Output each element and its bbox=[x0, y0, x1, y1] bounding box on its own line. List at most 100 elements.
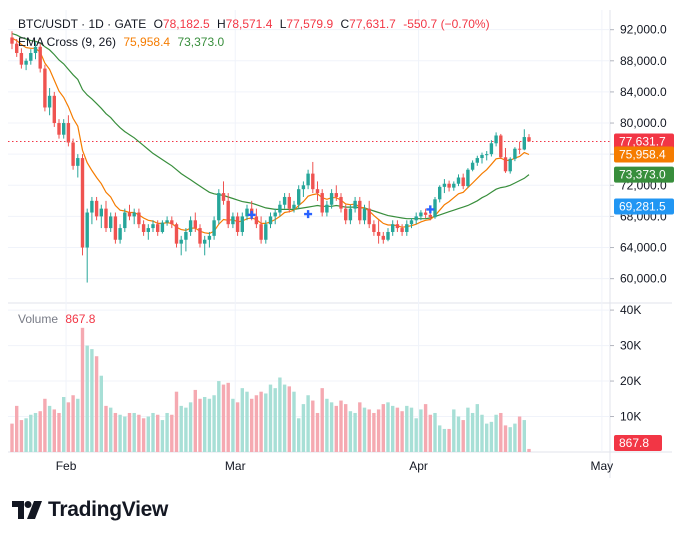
symbol-label: BTC/USDT · 1D · GATE bbox=[18, 17, 147, 31]
volume-bar bbox=[170, 414, 174, 452]
volume-legend[interactable]: Volume 867.8 bbox=[18, 312, 99, 326]
volume-bar bbox=[508, 427, 512, 452]
candle-body bbox=[273, 212, 277, 217]
candle-body bbox=[409, 220, 414, 225]
candle-body bbox=[156, 224, 160, 232]
volume-bar bbox=[10, 423, 14, 452]
candle-body bbox=[94, 200, 99, 217]
volume-bar bbox=[433, 412, 437, 452]
volume-tick-label: 40K bbox=[620, 303, 641, 317]
candle-body bbox=[259, 224, 263, 240]
volume-bar bbox=[381, 404, 385, 452]
date-tick-label: May bbox=[591, 459, 614, 473]
symbol-legend[interactable]: BTC/USDT · 1D · GATE O78,182.5 H78,571.4… bbox=[18, 17, 498, 31]
volume-bar bbox=[113, 412, 118, 452]
candle-body bbox=[71, 142, 75, 166]
volume-bar bbox=[29, 414, 33, 452]
volume-bar bbox=[94, 356, 99, 452]
volume-bar bbox=[376, 409, 381, 452]
candle-body bbox=[386, 231, 390, 240]
volume-bar bbox=[400, 411, 404, 452]
volume-bar bbox=[118, 414, 122, 452]
volume-bar bbox=[57, 412, 61, 452]
volume-bar bbox=[15, 405, 19, 452]
volume-bar bbox=[104, 405, 108, 452]
candle-body bbox=[231, 216, 235, 225]
candle-body bbox=[362, 208, 367, 221]
volume-bar bbox=[165, 412, 169, 452]
candle-body bbox=[57, 123, 61, 135]
price-label-box bbox=[614, 133, 674, 150]
volume-bar bbox=[292, 391, 296, 452]
volume-bar bbox=[160, 420, 165, 452]
candle-body bbox=[245, 208, 249, 217]
candle-body bbox=[311, 173, 315, 190]
candle-body bbox=[66, 123, 71, 143]
candle-body bbox=[203, 239, 207, 244]
volume-bar bbox=[353, 412, 357, 452]
candle-body bbox=[184, 231, 188, 240]
candle-body bbox=[137, 212, 141, 225]
candle-body bbox=[287, 196, 291, 209]
candle-body bbox=[329, 193, 334, 205]
volume-bar bbox=[475, 404, 479, 452]
candle-body bbox=[372, 224, 376, 232]
candle-body bbox=[198, 228, 202, 244]
volume-bar bbox=[447, 428, 451, 452]
candle-body bbox=[268, 216, 273, 225]
volume-bar bbox=[235, 402, 240, 452]
volume-label: Volume bbox=[18, 312, 59, 326]
candle-body bbox=[433, 199, 437, 218]
candle-body bbox=[522, 137, 526, 150]
candle-body bbox=[19, 53, 24, 65]
volume-bar bbox=[184, 407, 188, 452]
ema-legend[interactable]: EMA Cross (9, 26) 75,958.4 73,373.0 bbox=[18, 35, 228, 49]
candle-body bbox=[381, 235, 385, 240]
candle-body bbox=[447, 183, 451, 188]
candle-body bbox=[52, 95, 56, 124]
volume-bar bbox=[231, 398, 235, 452]
candle-body bbox=[132, 212, 136, 217]
volume-bar bbox=[428, 414, 432, 452]
volume-bar bbox=[66, 402, 71, 452]
candle-body bbox=[80, 158, 85, 248]
volume-bar bbox=[254, 395, 259, 452]
volume-bar bbox=[71, 395, 75, 452]
volume-bar bbox=[348, 411, 353, 452]
tradingview-logo[interactable]: TradingView bbox=[12, 498, 168, 522]
candle-body bbox=[452, 183, 456, 188]
volume-bars bbox=[10, 327, 531, 452]
candle-body bbox=[99, 208, 103, 217]
candle-body bbox=[405, 224, 409, 232]
candle-body bbox=[348, 208, 353, 221]
volume-bar bbox=[452, 409, 456, 452]
volume-bar bbox=[282, 384, 287, 452]
volume-bar bbox=[43, 398, 47, 452]
candle-body bbox=[442, 183, 447, 187]
candle-body bbox=[235, 216, 240, 232]
volume-bar bbox=[405, 405, 409, 452]
volume-bar bbox=[386, 402, 390, 452]
volume-bar bbox=[499, 412, 503, 452]
candle-body bbox=[109, 216, 113, 229]
volume-bar bbox=[156, 414, 160, 452]
candle-body bbox=[494, 135, 498, 144]
volume-bar bbox=[80, 327, 85, 452]
volume-bar bbox=[212, 395, 216, 452]
price-label-text: 73,373.0 bbox=[619, 168, 666, 182]
candle-body bbox=[334, 193, 338, 197]
volume-bar bbox=[24, 418, 28, 452]
candle-body bbox=[466, 169, 470, 187]
brand-name: TradingView bbox=[48, 498, 169, 521]
volume-bar bbox=[287, 386, 291, 452]
candle-body bbox=[104, 208, 108, 229]
volume-label-box bbox=[614, 435, 662, 451]
price-label-box bbox=[614, 166, 674, 183]
volume-bar bbox=[372, 412, 376, 452]
candle-body bbox=[207, 235, 212, 240]
candle-body bbox=[499, 135, 503, 158]
volume-bar bbox=[395, 407, 400, 452]
volume-bar bbox=[358, 402, 362, 452]
cross-marker bbox=[247, 210, 256, 219]
